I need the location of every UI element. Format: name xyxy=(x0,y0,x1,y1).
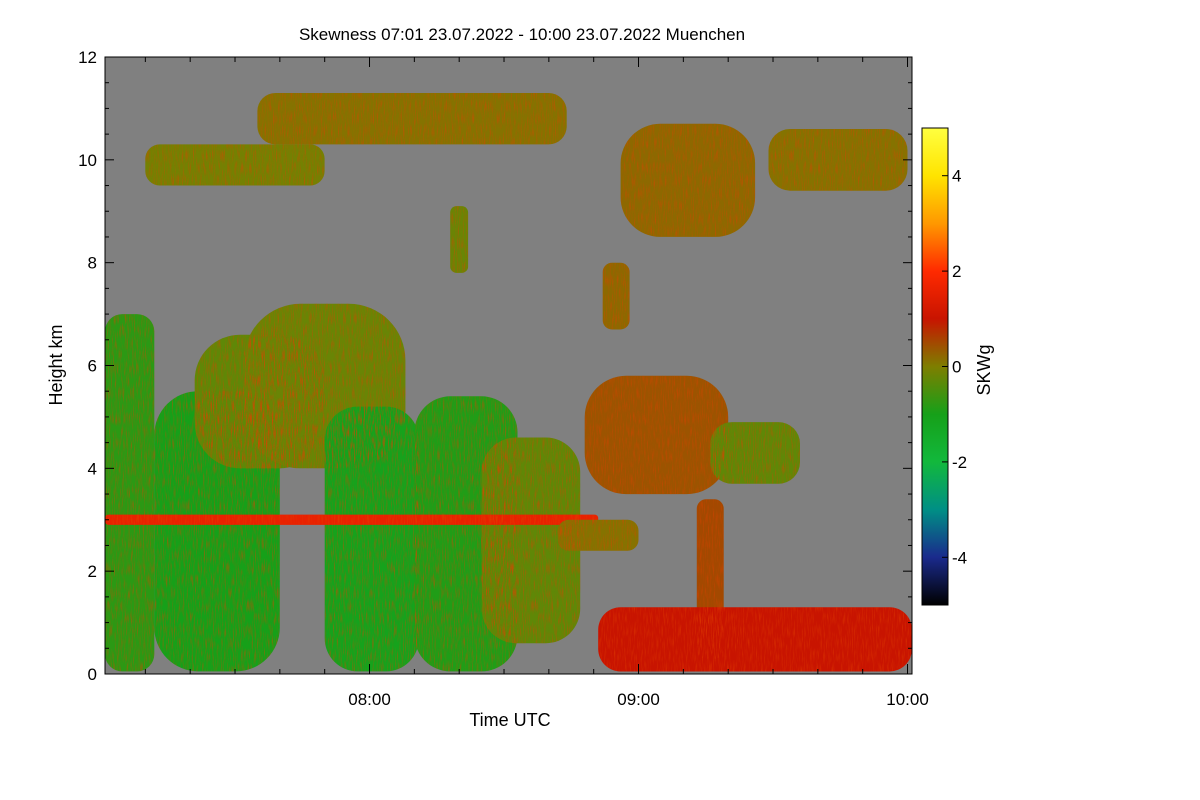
colorbar-tick-label: -4 xyxy=(952,548,967,567)
x-tick-label: 08:00 xyxy=(348,690,391,709)
skewness-region-texture xyxy=(450,206,469,273)
skewness-region-texture xyxy=(557,519,639,551)
colorbar-tick-label: -2 xyxy=(952,453,967,472)
skewness-region-texture xyxy=(768,129,908,191)
colorbar-ticks: -4 -2 0 2 4 xyxy=(942,167,967,567)
skewness-region-texture xyxy=(257,93,567,145)
skewness-region-texture xyxy=(481,437,581,644)
chart-title: Skewness 07:01 23.07.2022 - 10:00 23.07.… xyxy=(299,25,745,44)
x-tick-label: 10:00 xyxy=(886,690,929,709)
skewness-region-texture xyxy=(324,406,419,672)
skewness-texture xyxy=(105,93,912,672)
x-axis-label: Time UTC xyxy=(469,710,550,730)
y-tick-label: 6 xyxy=(88,357,97,376)
colorbar-tick-label: 0 xyxy=(952,358,961,377)
colorbar-tick-label: 4 xyxy=(952,167,961,186)
y-tick-label: 4 xyxy=(88,459,97,478)
y-tick-label: 8 xyxy=(88,254,97,273)
y-axis: 0 2 4 6 8 10 12 xyxy=(78,48,912,684)
skewness-region-texture xyxy=(598,607,912,672)
y-tick-label: 0 xyxy=(88,665,97,684)
colorbar-tick-label: 2 xyxy=(952,262,961,281)
skewness-region-texture xyxy=(105,314,155,672)
plot-area xyxy=(104,56,913,675)
y-tick-label: 12 xyxy=(78,48,97,67)
skewness-region-texture xyxy=(620,123,756,237)
colorbar: -4 -2 0 2 4 SKWg xyxy=(921,127,994,606)
y-tick-label: 10 xyxy=(78,151,97,170)
skewness-region-texture xyxy=(602,262,630,330)
skewness-region-texture xyxy=(105,514,599,525)
y-tick-label: 2 xyxy=(88,562,97,581)
colorbar-label: SKWg xyxy=(974,344,994,395)
y-axis-label: Height km xyxy=(46,324,66,405)
skewness-region-texture xyxy=(584,375,729,495)
x-tick-label: 09:00 xyxy=(617,690,660,709)
x-axis: 08:00 09:00 10:00 xyxy=(144,57,929,709)
skewness-region-texture xyxy=(710,422,800,484)
skewness-region-texture xyxy=(145,144,325,186)
